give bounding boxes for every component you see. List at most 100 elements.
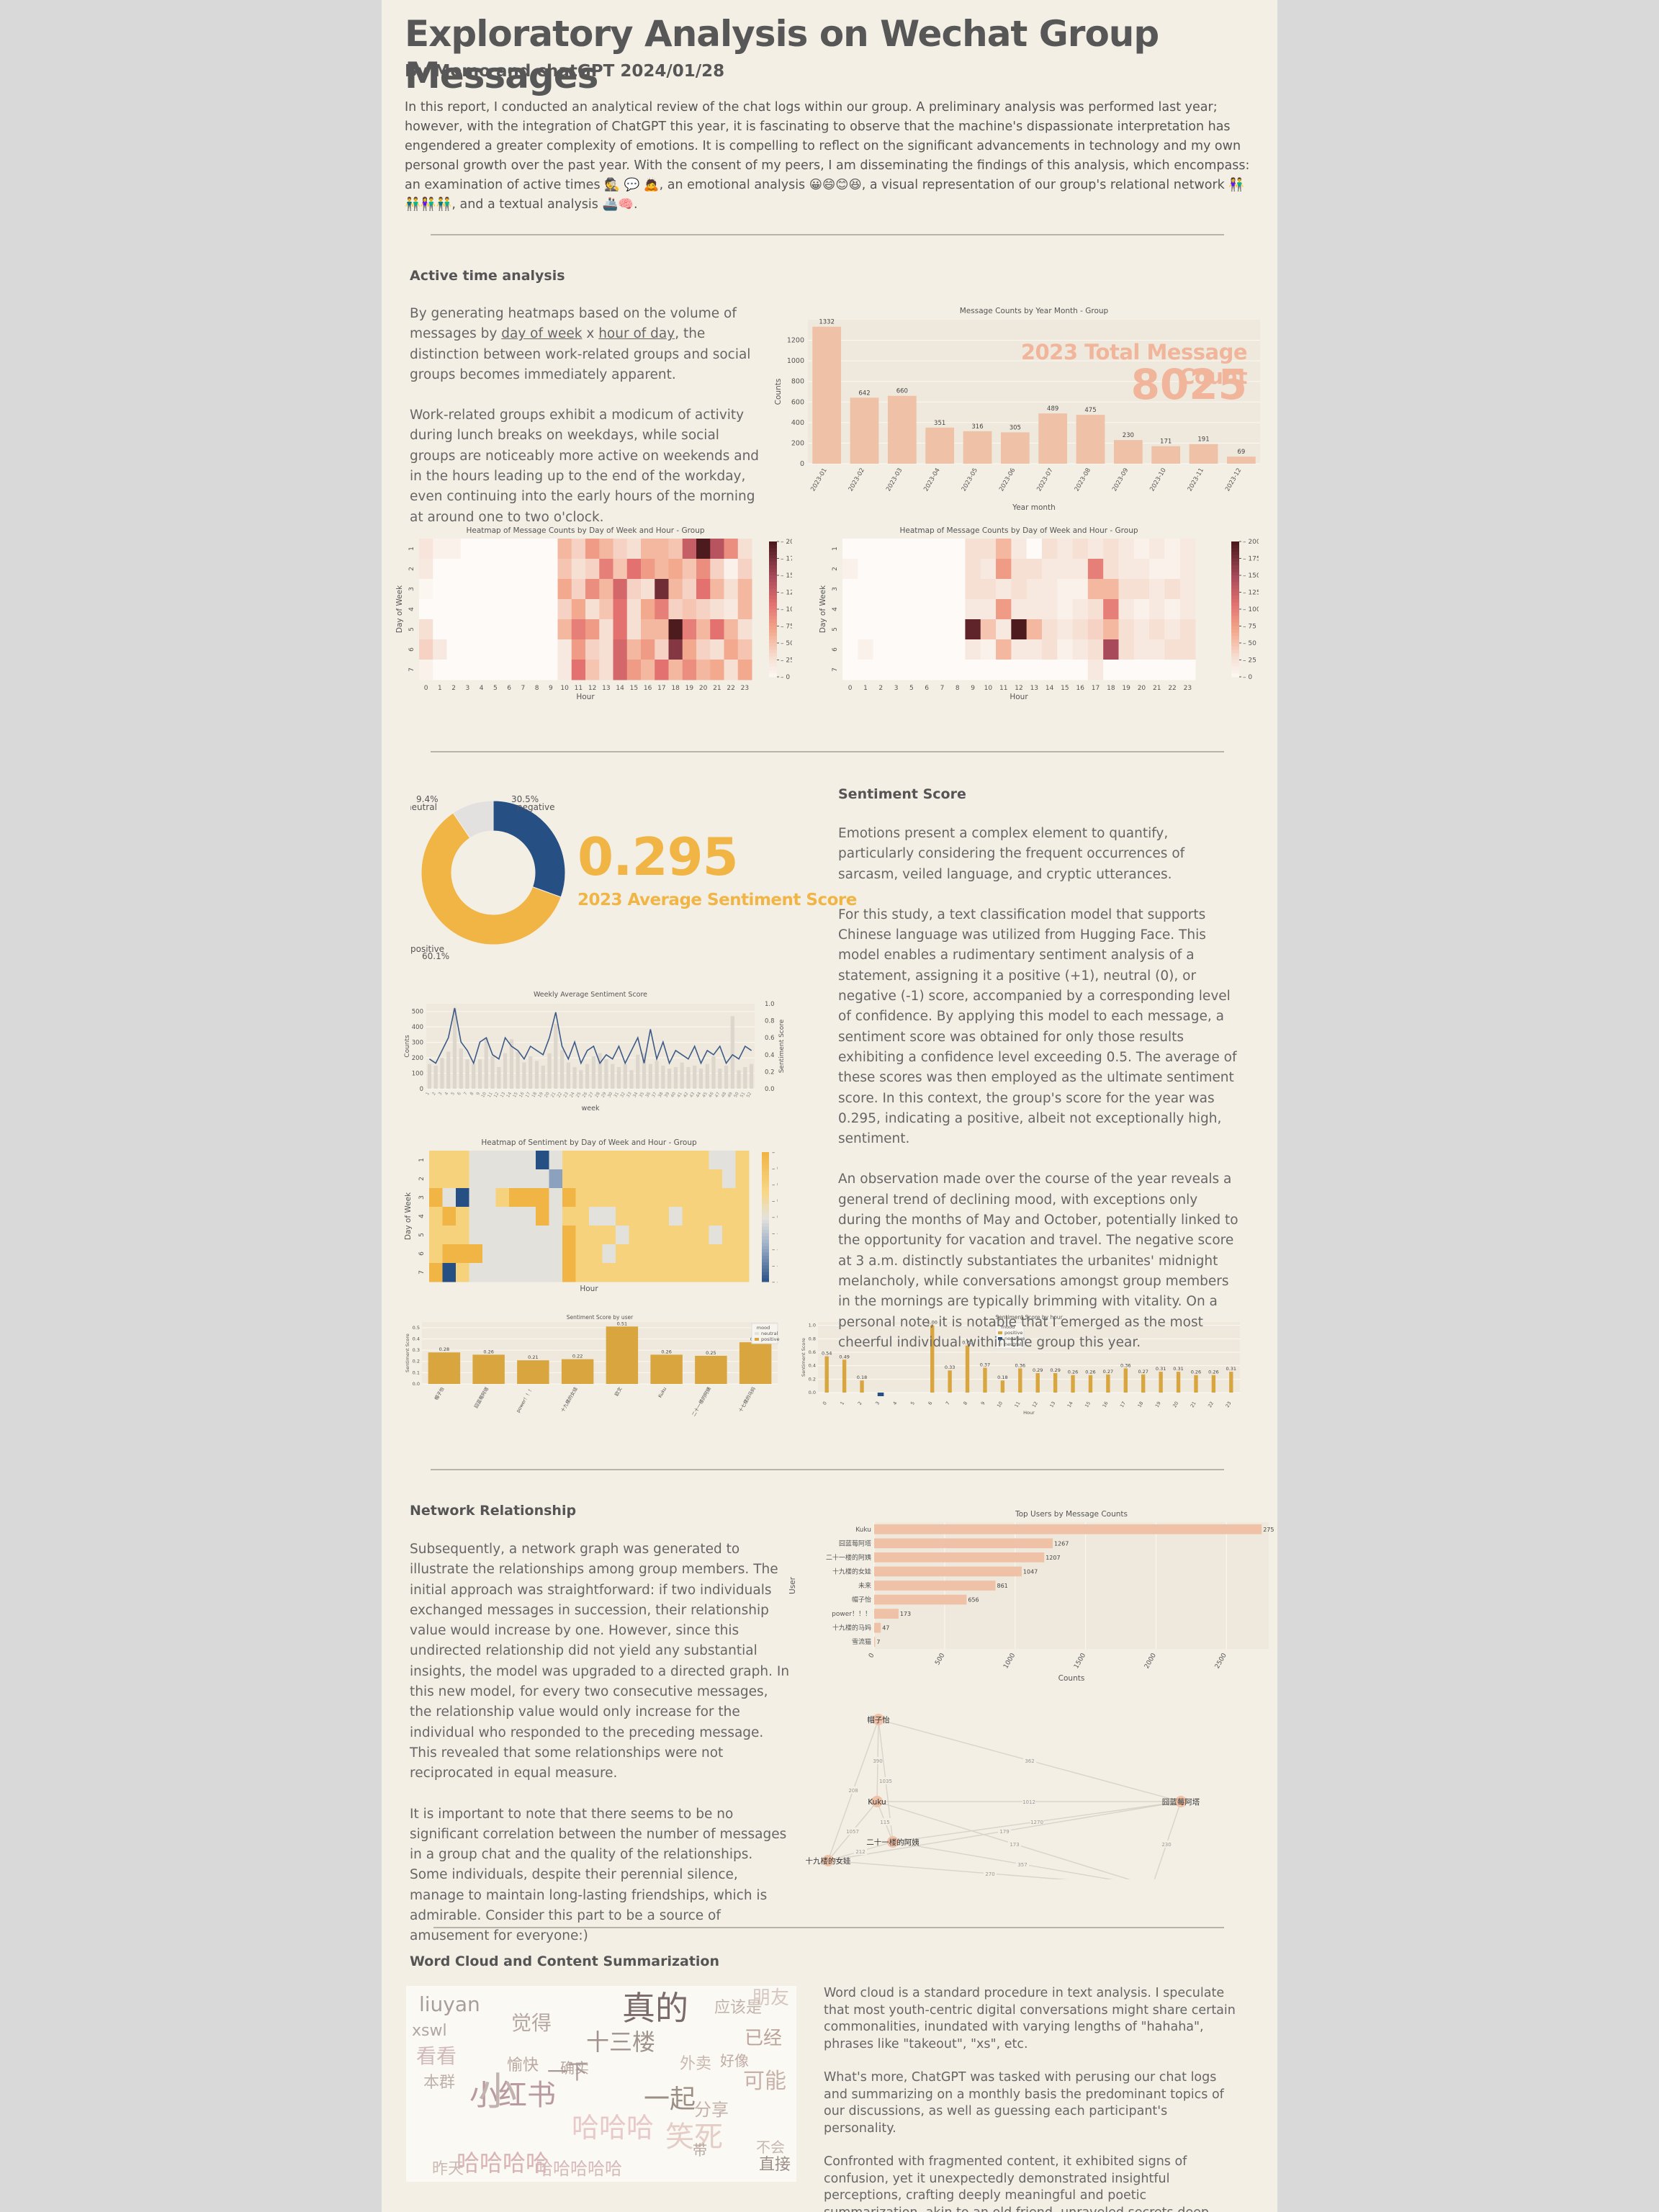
- heat-cell: [571, 579, 586, 600]
- x-tick-label: 6: [925, 685, 929, 692]
- colorbar-segment: [1231, 602, 1239, 606]
- data-label: 0.70: [962, 1340, 972, 1346]
- heat-cell: [737, 660, 752, 680]
- word-cloud-word: 已经: [745, 2028, 783, 2049]
- chart-title: Heatmap of Message Counts by Day of Week…: [466, 526, 704, 535]
- heat-cell: [509, 1151, 523, 1170]
- heat-cell: [575, 1226, 590, 1245]
- divider: [431, 751, 1224, 752]
- y-tick-label: 1: [408, 547, 415, 551]
- heat-cell: [571, 559, 586, 580]
- heat-cell: [1072, 639, 1089, 660]
- hour-of-day-link: hour of day: [598, 326, 675, 342]
- y-tick-label: 200: [412, 1055, 423, 1062]
- x-axis-label: Hour: [1010, 693, 1028, 701]
- x-tick-label: 2500: [1214, 1652, 1228, 1670]
- colorbar-segment: [762, 1213, 769, 1218]
- heat-cell: [919, 619, 935, 640]
- colorbar-segment: [769, 588, 777, 593]
- y-axis-label: Sentiment Score: [405, 1334, 410, 1372]
- colorbar-label: – 100: [781, 606, 792, 613]
- heat-cell: [536, 1263, 549, 1282]
- heat-cell: [602, 1169, 616, 1189]
- sentiment-text: Emotions present a complex element to qu…: [838, 824, 1241, 1373]
- x-tick-label: 25: [575, 1091, 583, 1098]
- heat-cell: [980, 599, 997, 620]
- heat-cell: [629, 1188, 643, 1208]
- x-tick-label: 37: [651, 1091, 658, 1098]
- heat-cell: [530, 619, 544, 640]
- heat-cell: [1164, 539, 1181, 559]
- heat-cell: [858, 639, 874, 660]
- heat-cell: [1041, 619, 1058, 640]
- heat-cell: [696, 599, 711, 620]
- heat-cell: [562, 1226, 576, 1245]
- heat-cell: [509, 1207, 523, 1226]
- colorbar-segment: [1231, 578, 1239, 583]
- heat-cell: [710, 539, 724, 559]
- colorbar-segment: [1231, 660, 1239, 664]
- x-tick-label: 16: [644, 685, 652, 692]
- heat-cell: [1118, 559, 1135, 580]
- intro-paragraph: In this report, I conducted an analytica…: [405, 100, 1250, 212]
- heat-cell: [589, 1169, 603, 1189]
- text-run: By generating heatmaps based on the volu…: [410, 306, 737, 342]
- bar: [983, 1367, 987, 1393]
- colorbar-segment: [1231, 673, 1239, 678]
- node-label: 十九楼的女娃: [806, 1856, 851, 1866]
- heat-cell: [888, 599, 904, 620]
- heat-cell: [544, 619, 558, 640]
- x-tick-label: 500: [934, 1652, 946, 1666]
- bar: [428, 1352, 461, 1384]
- edge-label-bg: [1016, 1861, 1029, 1868]
- x-tick-label: 1000: [1002, 1652, 1017, 1670]
- heat-cell: [575, 1151, 590, 1170]
- heat-cell: [602, 1226, 616, 1245]
- heat-cell: [980, 539, 997, 559]
- colorbar-segment: [1231, 544, 1239, 549]
- colorbar-segment: [762, 1191, 769, 1195]
- x-tick-label: 2000: [1143, 1652, 1158, 1670]
- colorbar-segment: [769, 541, 777, 546]
- heat-cell: [562, 1207, 576, 1226]
- count-bar: [673, 1066, 678, 1089]
- y-tick-label: 十九楼的马妈: [832, 1624, 871, 1632]
- heat-cell: [1103, 539, 1119, 559]
- colorbar-segment: [769, 578, 777, 583]
- colorbar-segment: [1231, 632, 1239, 637]
- heat-cell: [722, 1188, 736, 1208]
- heat-cell: [737, 599, 752, 620]
- divider: [431, 1469, 1224, 1470]
- count-bar: [724, 1065, 729, 1089]
- colorbar-label: – 175: [1243, 556, 1259, 563]
- heat-cell: [996, 639, 1012, 660]
- edge-label-bg: [1022, 1798, 1035, 1805]
- colorbar-segment: [762, 1272, 769, 1276]
- y-axis-label: Counts: [774, 379, 783, 405]
- heat-cell: [735, 1244, 750, 1264]
- bar: [739, 1342, 772, 1384]
- bar: [874, 1637, 876, 1647]
- sentiment-paragraph-1: Emotions present a complex element to qu…: [838, 826, 1185, 882]
- x-axis-label: Year month: [1012, 503, 1056, 511]
- heat-cell: [419, 579, 433, 600]
- edge-label: 212: [855, 1849, 865, 1855]
- heat-cell: [641, 559, 655, 580]
- x-tick-label: 29: [601, 1091, 608, 1098]
- bar: [874, 1566, 1022, 1577]
- heat-cell: [842, 559, 858, 580]
- heat-cell: [460, 660, 475, 680]
- colorbar-segment: [1231, 595, 1239, 600]
- x-tick-label: 30: [607, 1091, 614, 1098]
- heat-cell: [709, 1169, 723, 1189]
- legend-label: negative: [1004, 1336, 1025, 1341]
- y-tick-label: 2: [418, 1177, 426, 1181]
- count-bar: [680, 1062, 684, 1089]
- count-bar: [623, 1064, 627, 1089]
- x-tick-label: 48: [720, 1091, 727, 1098]
- colorbar-label: – -0.25: [772, 1231, 778, 1238]
- heat-cell: [641, 599, 655, 620]
- network-node: [871, 1796, 883, 1807]
- count-bar: [566, 1062, 570, 1089]
- bar: [1176, 1372, 1181, 1393]
